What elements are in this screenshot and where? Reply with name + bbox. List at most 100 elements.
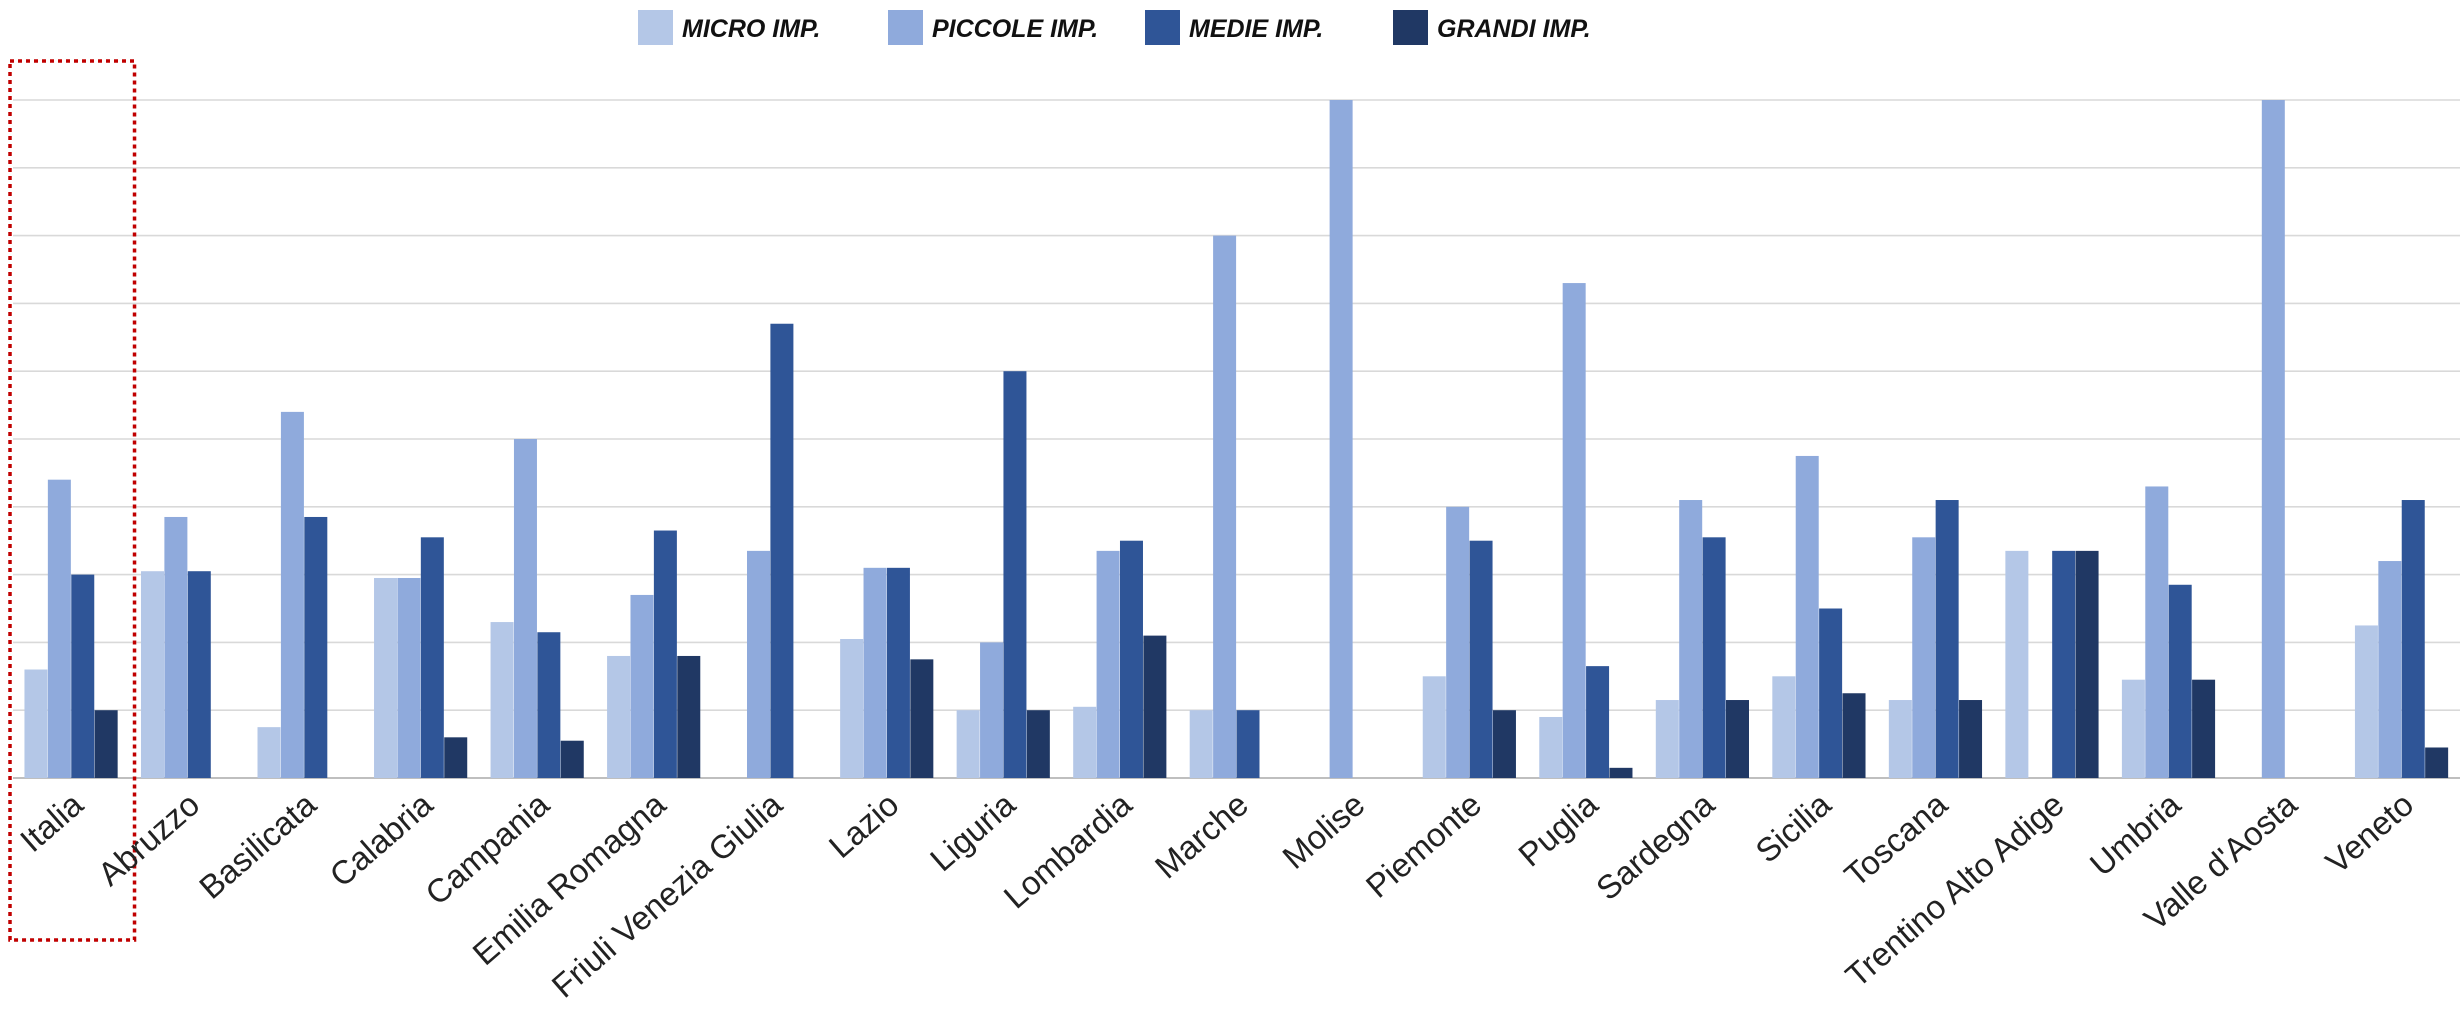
bar-trentino-alto-adige-medie-imp xyxy=(2052,550,2076,778)
bar-valle-d-aosta-piccole-imp xyxy=(2261,100,2285,778)
bar-veneto-grandi-imp xyxy=(2425,747,2449,778)
bar-umbria-piccole-imp xyxy=(2145,486,2169,778)
bar-basilicata-micro-imp xyxy=(257,727,281,778)
bar-puglia-piccole-imp xyxy=(1562,283,1586,778)
bar-campania-micro-imp xyxy=(490,622,514,778)
bar-emilia-romagna-grandi-imp xyxy=(677,655,701,778)
legend-swatch-grandi-imp xyxy=(1393,10,1428,45)
bar-sicilia-grandi-imp xyxy=(1842,693,1866,778)
bar-sicilia-piccole-imp xyxy=(1795,455,1819,778)
bar-abruzzo-medie-imp xyxy=(187,571,211,778)
bar-lombardia-grandi-imp xyxy=(1143,635,1167,778)
bar-trentino-alto-adige-micro-imp xyxy=(2005,550,2029,778)
bar-liguria-medie-imp xyxy=(1003,371,1027,778)
bar-calabria-micro-imp xyxy=(374,577,398,778)
bar-liguria-grandi-imp xyxy=(1026,710,1050,778)
bar-molise-piccole-imp xyxy=(1329,100,1353,778)
bar-lombardia-piccole-imp xyxy=(1096,550,1120,778)
category-label-molise: Molise xyxy=(1275,785,1371,875)
bar-italia-grandi-imp xyxy=(94,710,118,778)
bar-abruzzo-micro-imp xyxy=(140,571,164,778)
bar-toscana-medie-imp xyxy=(1935,500,1959,778)
category-label-umbria: Umbria xyxy=(2083,785,2188,883)
legend-swatch-micro-imp xyxy=(638,10,673,45)
bars xyxy=(24,100,2449,779)
bar-campania-piccole-imp xyxy=(513,439,537,778)
category-label-basilicata: Basilicata xyxy=(192,785,323,906)
legend-swatch-piccole-imp xyxy=(888,10,923,45)
category-label-piemonte: Piemonte xyxy=(1359,785,1488,904)
legend-label-piccole-imp: PICCOLE IMP. xyxy=(932,15,1098,43)
bar-veneto-medie-imp xyxy=(2401,500,2425,778)
bar-umbria-grandi-imp xyxy=(2192,679,2216,778)
category-label-trentino-alto-adige: Trentino Alto Adige xyxy=(1838,785,2070,994)
bar-calabria-piccole-imp xyxy=(397,577,421,778)
bar-lombardia-micro-imp xyxy=(1073,706,1097,778)
legend-swatch-medie-imp xyxy=(1145,10,1180,45)
bar-toscana-piccole-imp xyxy=(1912,537,1936,778)
bar-veneto-piccole-imp xyxy=(2378,561,2402,778)
bar-emilia-romagna-micro-imp xyxy=(607,655,631,778)
bar-piemonte-medie-imp xyxy=(1469,540,1493,778)
bar-campania-grandi-imp xyxy=(560,740,584,778)
highlight-box-italia xyxy=(8,59,137,942)
bar-umbria-micro-imp xyxy=(2121,679,2145,778)
legend-label-micro-imp: MICRO IMP. xyxy=(682,15,820,43)
category-label-emilia-romagna: Emilia Romagna xyxy=(465,785,672,972)
bar-friuli-venezia-giulia-piccole-imp xyxy=(747,550,770,778)
bar-puglia-micro-imp xyxy=(1539,716,1563,778)
bar-italia-micro-imp xyxy=(24,669,48,778)
category-label-liguria: Liguria xyxy=(923,785,1023,878)
category-label-toscana: Toscana xyxy=(1837,785,1955,894)
bar-emilia-romagna-medie-imp xyxy=(653,530,677,778)
bar-puglia-grandi-imp xyxy=(1609,767,1633,778)
bar-sicilia-micro-imp xyxy=(1772,676,1796,778)
bar-marche-piccole-imp xyxy=(1213,235,1237,779)
bar-marche-micro-imp xyxy=(1189,710,1213,778)
category-label-italia: Italia xyxy=(13,785,90,859)
bar-italia-piccole-imp xyxy=(47,479,71,778)
bar-campania-medie-imp xyxy=(537,632,561,778)
bar-basilicata-piccole-imp xyxy=(280,411,304,778)
bar-lazio-piccole-imp xyxy=(863,567,887,778)
legend-label-grandi-imp: GRANDI IMP. xyxy=(1437,15,1591,43)
bar-puglia-medie-imp xyxy=(1586,666,1610,778)
bar-liguria-micro-imp xyxy=(956,710,980,778)
bar-umbria-medie-imp xyxy=(2168,584,2192,778)
bar-calabria-medie-imp xyxy=(420,537,444,778)
bar-trentino-alto-adige-grandi-imp xyxy=(2075,550,2099,778)
bar-italia-medie-imp xyxy=(71,574,95,778)
category-label-sardegna: Sardegna xyxy=(1589,785,1722,907)
bar-veneto-micro-imp xyxy=(2354,625,2378,778)
category-label-veneto: Veneto xyxy=(2318,785,2420,880)
category-label-sicilia: Sicilia xyxy=(1748,785,1838,870)
bar-marche-medie-imp xyxy=(1236,710,1260,778)
category-label-puglia: Puglia xyxy=(1511,785,1605,874)
bar-sardegna-micro-imp xyxy=(1655,700,1679,778)
bar-liguria-piccole-imp xyxy=(980,642,1004,778)
bar-sardegna-medie-imp xyxy=(1702,537,1726,778)
bar-lazio-micro-imp xyxy=(840,639,864,778)
bar-emilia-romagna-piccole-imp xyxy=(630,594,654,778)
bar-lombardia-medie-imp xyxy=(1119,540,1143,778)
bar-lazio-grandi-imp xyxy=(910,659,934,778)
bar-calabria-grandi-imp xyxy=(444,737,468,778)
bar-friuli-venezia-giulia-medie-imp xyxy=(770,323,794,778)
bar-toscana-micro-imp xyxy=(1888,700,1912,778)
legend-label-medie-imp: MEDIE IMP. xyxy=(1189,15,1323,43)
bar-piemonte-grandi-imp xyxy=(1492,710,1516,778)
bar-basilicata-medie-imp xyxy=(304,516,328,778)
bar-sardegna-piccole-imp xyxy=(1679,500,1703,778)
bar-abruzzo-piccole-imp xyxy=(164,516,188,778)
category-label-calabria: Calabria xyxy=(322,785,440,894)
bar-piemonte-piccole-imp xyxy=(1446,506,1470,778)
bar-sardegna-grandi-imp xyxy=(1726,700,1749,778)
highlight-box xyxy=(8,59,137,942)
category-label-lazio: Lazio xyxy=(822,785,906,865)
bar-piemonte-micro-imp xyxy=(1422,676,1446,778)
category-label-lombardia: Lombardia xyxy=(997,785,1139,916)
legend: MICRO IMP. PICCOLE IMP. MEDIE IMP. GRANDI I… xyxy=(638,10,1591,45)
category-label-abruzzo: Abruzzo xyxy=(91,785,207,892)
